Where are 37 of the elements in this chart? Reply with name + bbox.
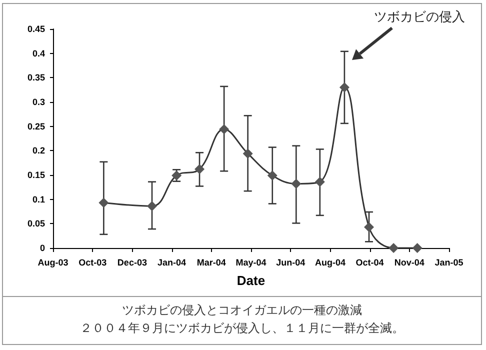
point [194, 164, 205, 174]
y-tick-label: 0 [40, 243, 45, 253]
y-tick-label: 0.35 [27, 72, 45, 83]
x-tick-label: Aug-04 [314, 258, 346, 268]
y-tick-label: 0.3 [32, 97, 45, 107]
x-tick-label: Nov-04 [394, 258, 424, 268]
point [242, 148, 253, 159]
text: ツボカビの侵入とコオイガエルの一種の激減 [121, 302, 363, 319]
x-tick-label: Jan-05 [434, 258, 464, 268]
y-tick-label: 0.4 [32, 48, 45, 58]
point [364, 222, 374, 232]
y-tick-label: 0.25 [27, 121, 45, 132]
x-tick-label: Oct-03 [78, 258, 107, 268]
point [267, 170, 278, 180]
y-tick-label: 0.15 [27, 170, 45, 180]
point [219, 124, 230, 134]
x-tick-label: Mar-04 [196, 258, 226, 268]
point [412, 243, 422, 253]
x-axis-title: Date [236, 273, 266, 288]
x-tick-label: Jun-04 [276, 258, 306, 268]
x-tick-label: Aug-03 [38, 258, 68, 268]
y-tick-label: 0.2 [32, 146, 45, 156]
y-tick-label: 0.1 [32, 194, 45, 204]
y-tick-label: 0.05 [27, 218, 45, 229]
point [291, 178, 302, 189]
point [314, 176, 325, 187]
text: ツボカビの侵入 [374, 9, 465, 26]
x-tick-label: May-04 [236, 258, 266, 268]
x-tick-label: Oct-04 [356, 258, 384, 268]
point [339, 82, 350, 92]
x-tick-label: Jan-04 [158, 258, 186, 268]
point [98, 198, 109, 208]
point [388, 243, 399, 253]
text: ２００４年９月にツボカビが侵入し、１１月に一群が全滅。 [79, 320, 405, 337]
point [147, 201, 157, 212]
y-tick-label: 0.45 [27, 24, 45, 34]
x-tick-label: Dec-03 [117, 258, 147, 268]
